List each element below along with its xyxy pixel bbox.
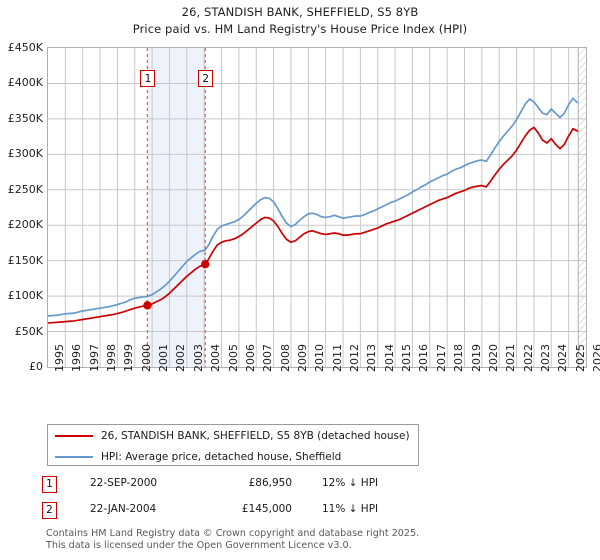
x-axis-tick-label: 1997 xyxy=(87,344,101,372)
y-axis-tick-label: £0 xyxy=(29,360,43,373)
x-axis-tick-label: 2026 xyxy=(591,344,600,372)
x-axis-tick-label: 2020 xyxy=(486,344,500,372)
x-axis-tick-label: 2003 xyxy=(191,344,205,372)
x-axis-tick-label: 2021 xyxy=(504,344,518,372)
plot-svg xyxy=(48,48,586,367)
x-axis-tick-label: 1998 xyxy=(105,344,119,372)
x-axis-tick-label: 2019 xyxy=(469,344,483,372)
footer-line-copyright: Contains HM Land Registry data © Crown c… xyxy=(46,528,420,539)
transaction-index-badge: 1 xyxy=(42,476,57,493)
x-axis-tick-label: 2007 xyxy=(261,344,275,372)
chart-title-block: 26, STANDISH BANK, SHEFFIELD, S5 8YB Pri… xyxy=(0,4,600,38)
legend-swatch-price-paid xyxy=(55,434,93,437)
y-axis-tick-label: £350K xyxy=(7,111,43,125)
page-title: 26, STANDISH BANK, SHEFFIELD, S5 8YB xyxy=(181,5,419,19)
x-axis-tick-label: 2017 xyxy=(434,344,448,372)
x-axis-tick-label: 2008 xyxy=(278,344,292,372)
x-axis-tick-label: 2015 xyxy=(400,344,414,372)
y-axis-tick-label: £50K xyxy=(14,324,43,338)
x-axis-tick-label: 2009 xyxy=(295,344,309,372)
x-axis-tick-label: 1996 xyxy=(70,344,84,372)
x-axis-tick-label: 2004 xyxy=(209,344,223,372)
transaction-row[interactable]: 1 22-SEP-2000 £86,950 12% ↓ HPI xyxy=(42,474,462,500)
x-axis-tick-label: 2014 xyxy=(382,344,396,372)
transaction-date: 22-JAN-2004 xyxy=(90,503,157,515)
x-axis-tick-label: 2025 xyxy=(573,344,587,372)
y-axis-tick-label: £450K xyxy=(7,41,43,54)
x-axis-tick-label: 2011 xyxy=(330,344,344,372)
x-axis-tick-label: 2018 xyxy=(452,344,466,372)
attribution-footer: Contains HM Land Registry data © Crown c… xyxy=(46,528,586,551)
y-axis-tick-label: £300K xyxy=(7,147,43,161)
page-subtitle: Price paid vs. HM Land Registry's House … xyxy=(132,22,468,36)
y-axis-tick-label: £250K xyxy=(7,182,43,196)
transaction-hpi-delta: 12% ↓ HPI xyxy=(322,477,379,489)
y-axis-tick-label: £200K xyxy=(7,218,43,232)
x-axis-tick-label: 2012 xyxy=(348,344,362,372)
x-axis-tick-label: 1999 xyxy=(122,344,136,372)
y-axis-tick-label: £400K xyxy=(7,76,43,90)
x-axis-tick-label: 2006 xyxy=(243,344,257,372)
y-axis-tick-label: £100K xyxy=(7,289,43,303)
x-axis-tick-label: 2023 xyxy=(538,344,552,372)
transaction-price: £86,950 xyxy=(248,477,292,489)
plot-area xyxy=(47,47,587,368)
x-axis-tick-label: 2002 xyxy=(174,344,188,372)
legend-item-price-paid: 26, STANDISH BANK, SHEFFIELD, S5 8YB (de… xyxy=(48,425,418,446)
legend-label-price-paid: 26, STANDISH BANK, SHEFFIELD, S5 8YB (de… xyxy=(101,429,410,442)
x-axis-tick-label: 2016 xyxy=(417,344,431,372)
x-axis-tick-label: 2013 xyxy=(365,344,379,372)
x-axis-tick-label: 2010 xyxy=(313,344,327,372)
x-axis-tick-label: 2005 xyxy=(226,344,240,372)
transaction-date: 22-SEP-2000 xyxy=(90,477,158,489)
x-axis-tick-label: 2022 xyxy=(521,344,535,372)
y-axis-tick-label: £150K xyxy=(7,253,43,267)
x-axis-tick-label: 2000 xyxy=(139,344,153,372)
plot-marker-badge[interactable]: 1 xyxy=(140,70,156,87)
legend-item-hpi: HPI: Average price, detached house, Shef… xyxy=(48,446,418,467)
footer-line-licence: This data is licensed under the Open Gov… xyxy=(46,539,352,551)
transaction-list: 1 22-SEP-2000 £86,950 12% ↓ HPI 2 22-JAN… xyxy=(42,474,462,526)
transaction-row[interactable]: 2 22-JAN-2004 £145,000 11% ↓ HPI xyxy=(42,500,462,526)
transaction-index-badge: 2 xyxy=(42,502,57,519)
transaction-hpi-delta: 11% ↓ HPI xyxy=(322,503,379,515)
chart-legend: 26, STANDISH BANK, SHEFFIELD, S5 8YB (de… xyxy=(47,424,419,466)
transaction-price: £145,000 xyxy=(241,503,292,515)
x-axis-tick-label: 1995 xyxy=(53,344,66,372)
legend-swatch-hpi xyxy=(55,455,93,458)
legend-label-hpi: HPI: Average price, detached house, Shef… xyxy=(101,450,342,463)
plot-marker-badge[interactable]: 2 xyxy=(198,70,214,87)
x-axis-tick-label: 2001 xyxy=(157,344,171,372)
x-axis-tick-label: 2024 xyxy=(556,344,570,372)
